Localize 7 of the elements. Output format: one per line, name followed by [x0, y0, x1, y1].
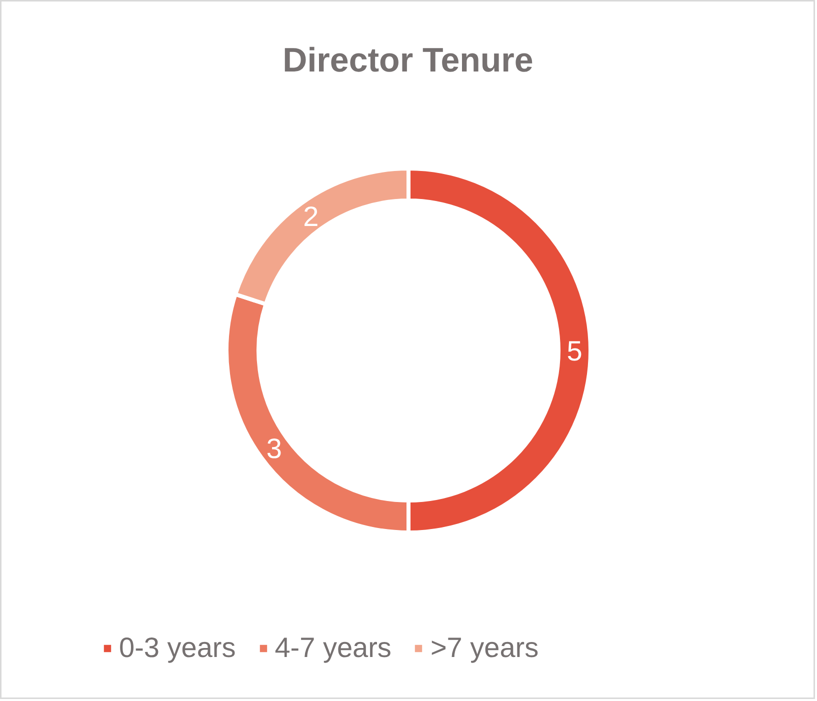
legend-label: >7 years [430, 632, 539, 664]
legend-label: 0-3 years [119, 632, 236, 664]
data-label: 2 [303, 201, 319, 232]
data-label: 3 [266, 433, 282, 464]
data-label: 5 [566, 336, 582, 366]
chart-title: Director Tenure [282, 42, 534, 80]
legend-label: 4-7 years [274, 632, 392, 664]
